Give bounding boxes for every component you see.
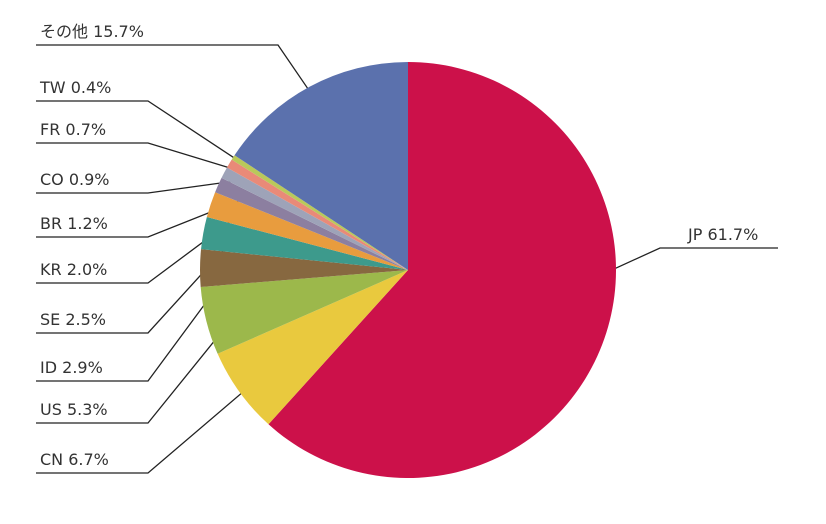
pie-slice [200, 249, 408, 287]
value-label: 0.4% [71, 78, 112, 97]
slice-label: CO 0.9% [40, 170, 110, 189]
category-label: TW [39, 78, 66, 97]
value-label: 2.5% [65, 310, 106, 329]
pie-slice [200, 270, 408, 354]
pie-slice [206, 192, 408, 270]
slice-label: US 5.3% [40, 400, 108, 419]
slice-label: SE 2.5% [40, 310, 106, 329]
leader-line [36, 372, 266, 474]
value-label: 2.0% [67, 260, 108, 279]
leader-line [36, 100, 248, 167]
pie-slice [231, 155, 408, 270]
value-label: 6.7% [68, 450, 109, 469]
value-label: 5.3% [67, 400, 108, 419]
slice-label: その他 15.7% [40, 22, 144, 41]
value-label: 61.7% [707, 225, 758, 244]
leader-line [36, 142, 244, 173]
pie-slice [201, 217, 408, 270]
leader-line [36, 313, 238, 424]
category-label: CO [40, 170, 64, 189]
value-label: 15.7% [93, 22, 144, 41]
category-label: JP [687, 225, 703, 244]
slice-label: CN 6.7% [40, 450, 109, 469]
slice-label: BR 1.2% [40, 214, 108, 233]
pie-slice [221, 167, 408, 270]
pie-slice [234, 62, 408, 270]
pie-slice [227, 159, 408, 270]
category-label: BR [40, 214, 62, 233]
pie-slice [215, 177, 408, 270]
value-label: 2.9% [62, 358, 103, 377]
category-label: FR [40, 120, 60, 139]
slice-label: KR 2.0% [40, 260, 107, 279]
category-label: US [40, 400, 62, 419]
slice-label: FR 0.7% [40, 120, 106, 139]
category-label: SE [40, 310, 60, 329]
pie-slice [217, 270, 408, 425]
category-label: KR [40, 260, 62, 279]
value-label: 0.9% [69, 170, 110, 189]
value-label: 1.2% [67, 214, 108, 233]
pie-slice [268, 62, 616, 478]
leader-line [36, 179, 239, 194]
value-label: 0.7% [65, 120, 106, 139]
slice-label: ID 2.9% [40, 358, 103, 377]
category-label: ID [40, 358, 57, 377]
leader-line [36, 44, 321, 108]
slice-label: TW 0.4% [39, 78, 111, 97]
category-label: CN [40, 450, 63, 469]
slice-label: JP 61.7% [687, 225, 758, 244]
category-label: その他 [40, 22, 88, 41]
